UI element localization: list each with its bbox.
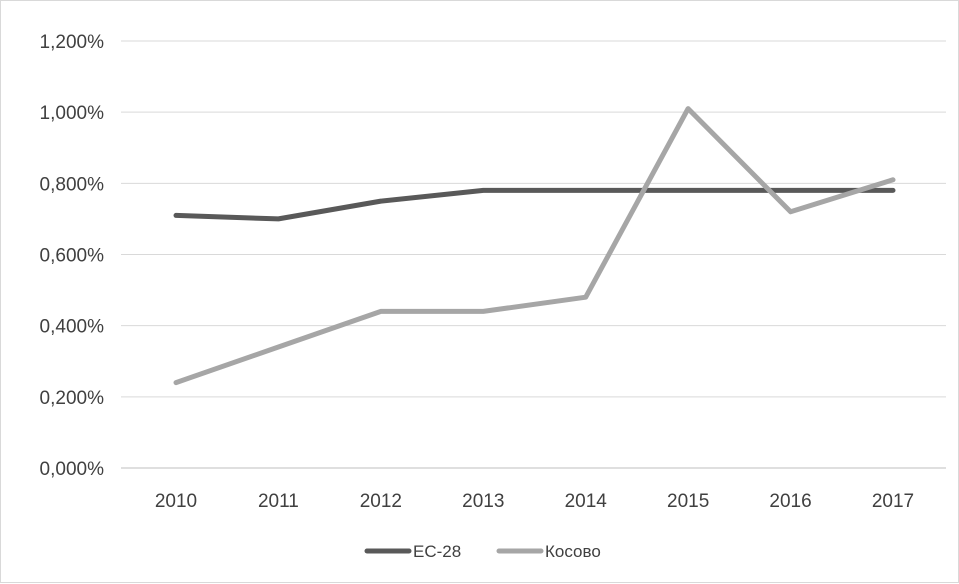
legend-label-0: ЕС-28 — [413, 542, 461, 561]
y-tick-label: 1,200% — [40, 32, 105, 53]
x-tick-label: 2017 — [872, 491, 914, 512]
x-tick-label: 2015 — [667, 491, 709, 512]
y-tick-label: 0,200% — [40, 388, 105, 409]
series-lines — [173, 106, 896, 386]
x-tick-label: 2013 — [462, 491, 504, 512]
y-tick-label: 1,000% — [40, 103, 105, 124]
y-tick-label: 0,400% — [40, 317, 105, 338]
series-line-0 — [173, 187, 896, 222]
x-tick-label: 2016 — [769, 491, 811, 512]
x-axis-tick-labels: 2010 2011 2012 2013 2014 2015 2016 2017 — [155, 491, 914, 512]
legend: ЕС-28 Косово — [364, 542, 601, 561]
x-tick-label: 2014 — [565, 491, 608, 512]
x-tick-label: 2012 — [360, 491, 402, 512]
y-axis-tick-labels: 0,000% 0,200% 0,400% 0,600% 0,800% 1,000% 1,20… — [40, 32, 105, 480]
y-tick-label: 0,800% — [40, 174, 105, 195]
legend-label-1: Косово — [545, 542, 601, 561]
y-tick-label: 0,000% — [40, 459, 105, 480]
y-tick-label: 0,600% — [40, 246, 105, 267]
x-tick-label: 2010 — [155, 491, 197, 512]
x-tick-label: 2011 — [258, 491, 299, 512]
series-line-1 — [173, 106, 896, 386]
gridlines — [121, 40, 946, 469]
